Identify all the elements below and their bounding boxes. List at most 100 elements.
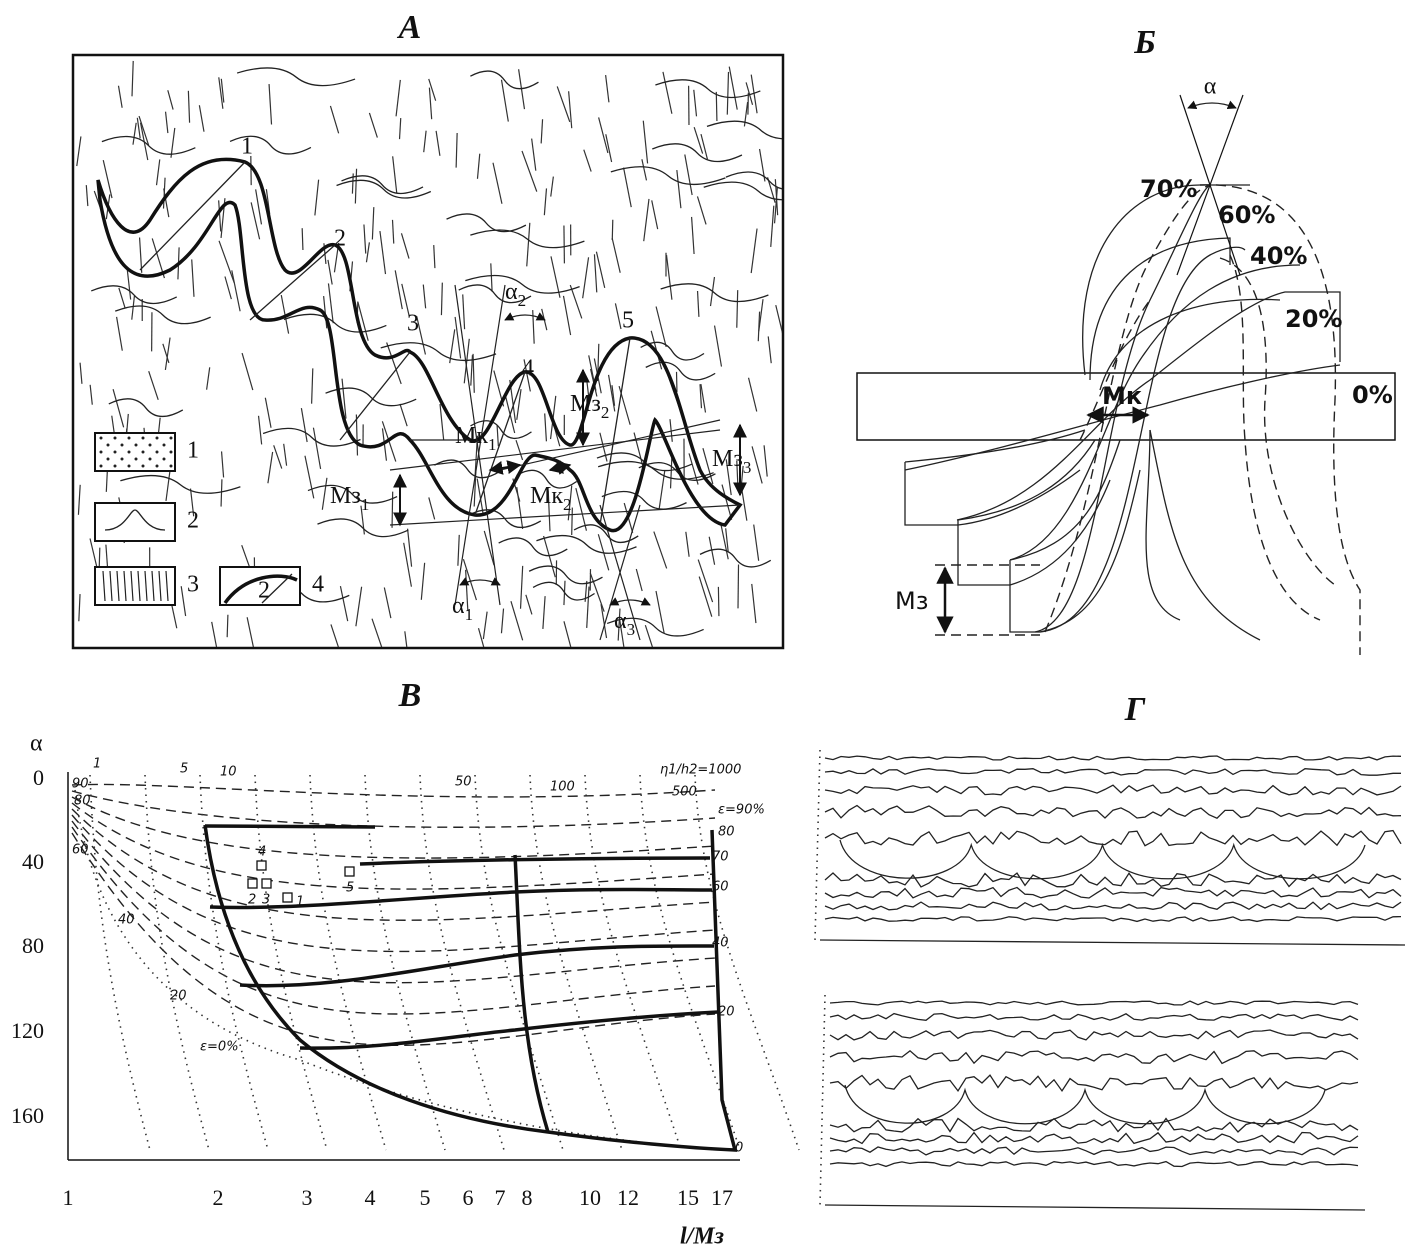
ratio-label: 1 (93, 757, 101, 772)
cleavage (199, 105, 204, 131)
cleavage (436, 131, 440, 156)
cleavage (393, 220, 394, 244)
cleavage (543, 596, 545, 629)
cleavage (645, 625, 652, 648)
cleavage (424, 131, 426, 153)
cleavage (166, 112, 168, 133)
cleavage (654, 532, 667, 569)
epsilon-line (72, 791, 715, 827)
cleavage (103, 160, 112, 198)
cleavage (752, 446, 762, 483)
cleavage (587, 587, 589, 628)
cleavage (590, 573, 604, 612)
axial-trace (140, 162, 245, 270)
axial-trace (250, 245, 335, 320)
y-tick-label: 120 (11, 1018, 44, 1043)
model-layer (825, 769, 1401, 776)
annotation-sub: 3 (627, 620, 636, 639)
cleavage (366, 242, 369, 262)
cleavage (764, 445, 767, 476)
cleavage (642, 159, 647, 180)
epsilon-label: ε=90% (718, 803, 765, 818)
cleavage (188, 91, 189, 123)
annotation-base: α (505, 279, 518, 305)
ratio-line (530, 775, 622, 1150)
bedding (284, 314, 386, 332)
axial-trace (600, 338, 630, 525)
model-layer (825, 917, 1401, 922)
cleavage (137, 118, 140, 139)
cleavage (256, 189, 262, 224)
bedding (263, 428, 360, 446)
x-axis-label: l/Мз (680, 1224, 724, 1250)
cleavage (242, 353, 253, 390)
cleavage (569, 91, 572, 128)
cleavage (729, 67, 737, 110)
cleavage (171, 128, 175, 158)
sample-label: 1 (296, 895, 304, 910)
fold-profile (1010, 440, 1140, 632)
model-layer (825, 756, 1401, 760)
model-layer (830, 1051, 1358, 1064)
cleavage (501, 609, 503, 634)
bedding (115, 306, 210, 324)
ratio-label: 100 (550, 780, 575, 795)
cleavage (328, 260, 332, 285)
cleavage (694, 127, 702, 153)
fold-number: 5 (622, 308, 634, 334)
cleavage (771, 206, 774, 247)
cleavage (463, 559, 476, 600)
model-layer (830, 1147, 1358, 1155)
bedding (661, 284, 769, 302)
annotation-base: Мз (570, 391, 601, 417)
percent-label: 60% (1218, 201, 1275, 229)
cleavage (140, 238, 142, 273)
epsilon-line (72, 827, 715, 1014)
cleavage (356, 414, 357, 455)
cleavage (612, 220, 613, 240)
cleavage (532, 139, 536, 171)
ratio-line (200, 775, 268, 1150)
epsilon-label: 20 (718, 1005, 735, 1020)
cleavage (572, 508, 573, 535)
bedding (447, 214, 526, 232)
epsilon-label: 90 (72, 777, 89, 792)
cleavage (749, 378, 757, 412)
y-tick-label: 80 (22, 933, 44, 958)
legend-inset: 2 (258, 578, 270, 604)
bedding (611, 167, 726, 185)
cleavage (694, 90, 697, 117)
cleavage (265, 398, 271, 428)
cleavage (86, 185, 88, 206)
sample-point (248, 879, 257, 888)
cleavage (463, 294, 465, 329)
percent-label: 0% (1352, 381, 1393, 409)
legend-key: 4 (312, 572, 324, 598)
cleavage (222, 451, 224, 477)
model-layer (830, 1119, 1358, 1132)
fold-number: 3 (407, 311, 419, 337)
cleavage (671, 454, 672, 488)
annotation: α2 (505, 279, 526, 310)
cleavage (284, 444, 287, 466)
annotation-base: Мк (455, 423, 488, 449)
cleavage (157, 159, 160, 185)
annotation-base: Мк (530, 483, 563, 509)
cleavage (584, 150, 591, 172)
cleavage (652, 200, 658, 229)
cleavage (372, 619, 385, 657)
cleavage (429, 497, 435, 519)
ratio-label: 50 (455, 775, 472, 790)
axial-trace (340, 352, 410, 440)
cleavage (400, 404, 407, 426)
cleavage (434, 245, 435, 268)
cleavage (624, 168, 632, 208)
epsilon-label: 80 (74, 794, 91, 809)
model-base (825, 1205, 1365, 1210)
fold-profile (1146, 430, 1180, 620)
ratio-label: 500 (672, 785, 697, 800)
x-tick-label: 1 (63, 1185, 74, 1210)
epsilon-line (72, 803, 715, 889)
cleavage (113, 389, 124, 427)
sample-label: 3 (262, 893, 270, 908)
